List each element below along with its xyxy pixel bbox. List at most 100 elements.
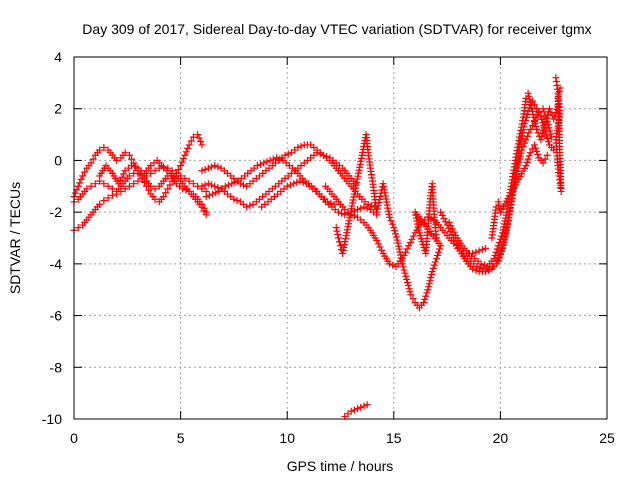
data-point bbox=[438, 211, 446, 219]
data-point bbox=[100, 197, 108, 205]
data-point bbox=[472, 248, 480, 256]
data-point bbox=[495, 201, 503, 209]
data-point bbox=[539, 159, 547, 167]
data-point bbox=[473, 262, 481, 270]
data-point bbox=[539, 126, 547, 134]
data-point bbox=[177, 162, 185, 170]
data-point bbox=[399, 263, 407, 271]
data-point bbox=[108, 191, 116, 199]
data-point bbox=[504, 216, 512, 224]
plot-border bbox=[73, 56, 608, 420]
data-point bbox=[363, 401, 371, 409]
data-point bbox=[91, 180, 99, 188]
data-point bbox=[104, 182, 112, 190]
data-point bbox=[556, 84, 564, 92]
data-point bbox=[397, 254, 405, 262]
data-point bbox=[77, 175, 85, 183]
data-point bbox=[517, 123, 525, 131]
data-point bbox=[543, 151, 551, 159]
data-point bbox=[182, 148, 190, 156]
data-point bbox=[543, 134, 551, 142]
data-point bbox=[118, 173, 126, 181]
data-point bbox=[440, 215, 448, 223]
data-point bbox=[405, 242, 413, 250]
data-point bbox=[519, 117, 527, 125]
data-point bbox=[445, 218, 453, 226]
data-point bbox=[522, 136, 530, 144]
data-point bbox=[260, 159, 268, 167]
x-tick-label: 10 bbox=[279, 430, 295, 446]
data-point bbox=[500, 237, 508, 245]
data-point bbox=[125, 151, 133, 159]
data-point bbox=[214, 163, 222, 171]
data-point bbox=[130, 180, 138, 188]
data-point bbox=[284, 150, 292, 158]
data-point bbox=[243, 203, 251, 211]
data-point bbox=[515, 158, 523, 166]
data-point bbox=[544, 121, 552, 129]
data-point bbox=[432, 234, 440, 242]
data-point bbox=[134, 177, 142, 185]
data-point bbox=[539, 130, 547, 138]
plot-frame bbox=[73, 56, 608, 420]
data-point bbox=[478, 246, 486, 254]
data-point bbox=[225, 181, 233, 189]
data-point bbox=[357, 403, 365, 411]
data-point bbox=[513, 164, 521, 172]
data-point bbox=[120, 170, 128, 178]
data-point bbox=[490, 255, 498, 263]
data-point bbox=[194, 131, 202, 139]
data-point bbox=[499, 240, 507, 248]
data-point bbox=[398, 257, 406, 265]
data-point bbox=[297, 142, 305, 150]
data-point bbox=[402, 272, 410, 280]
data-point bbox=[531, 118, 539, 126]
data-point bbox=[151, 185, 159, 193]
data-point bbox=[533, 147, 541, 155]
data-point bbox=[185, 141, 193, 149]
data-point bbox=[350, 212, 358, 220]
data-point bbox=[516, 152, 524, 160]
data-point bbox=[405, 285, 413, 293]
data-point bbox=[493, 245, 501, 253]
data-point bbox=[296, 177, 304, 185]
data-point bbox=[437, 208, 445, 216]
data-point bbox=[477, 260, 485, 268]
data-point bbox=[542, 131, 550, 139]
data-point bbox=[334, 231, 342, 239]
data-point bbox=[257, 160, 265, 168]
data-point bbox=[108, 185, 116, 193]
data-point bbox=[96, 146, 104, 154]
data-point bbox=[162, 189, 170, 197]
data-point bbox=[432, 255, 440, 263]
data-point bbox=[212, 189, 220, 197]
data-point bbox=[538, 116, 546, 124]
data-point bbox=[427, 271, 435, 279]
data-point bbox=[403, 245, 411, 253]
data-point bbox=[544, 138, 552, 146]
data-point bbox=[526, 125, 534, 133]
data-point bbox=[104, 194, 112, 202]
data-point bbox=[555, 87, 563, 95]
data-point bbox=[435, 248, 443, 256]
data-point bbox=[421, 295, 429, 303]
data-point bbox=[147, 169, 155, 177]
data-point bbox=[174, 165, 182, 173]
data-point bbox=[512, 153, 520, 161]
data-point bbox=[397, 251, 405, 259]
data-point bbox=[410, 232, 418, 240]
data-point bbox=[523, 158, 531, 166]
x-tick-label: 0 bbox=[70, 430, 78, 446]
data-point bbox=[538, 133, 546, 141]
data-point bbox=[413, 217, 421, 225]
data-point bbox=[545, 124, 553, 132]
data-point bbox=[541, 155, 549, 163]
data-point bbox=[204, 180, 212, 188]
data-point bbox=[518, 146, 526, 154]
data-point bbox=[71, 189, 79, 197]
data-point bbox=[407, 291, 415, 299]
data-point bbox=[516, 130, 524, 138]
data-point bbox=[395, 242, 403, 250]
data-point bbox=[522, 162, 530, 170]
data-point bbox=[396, 248, 404, 256]
